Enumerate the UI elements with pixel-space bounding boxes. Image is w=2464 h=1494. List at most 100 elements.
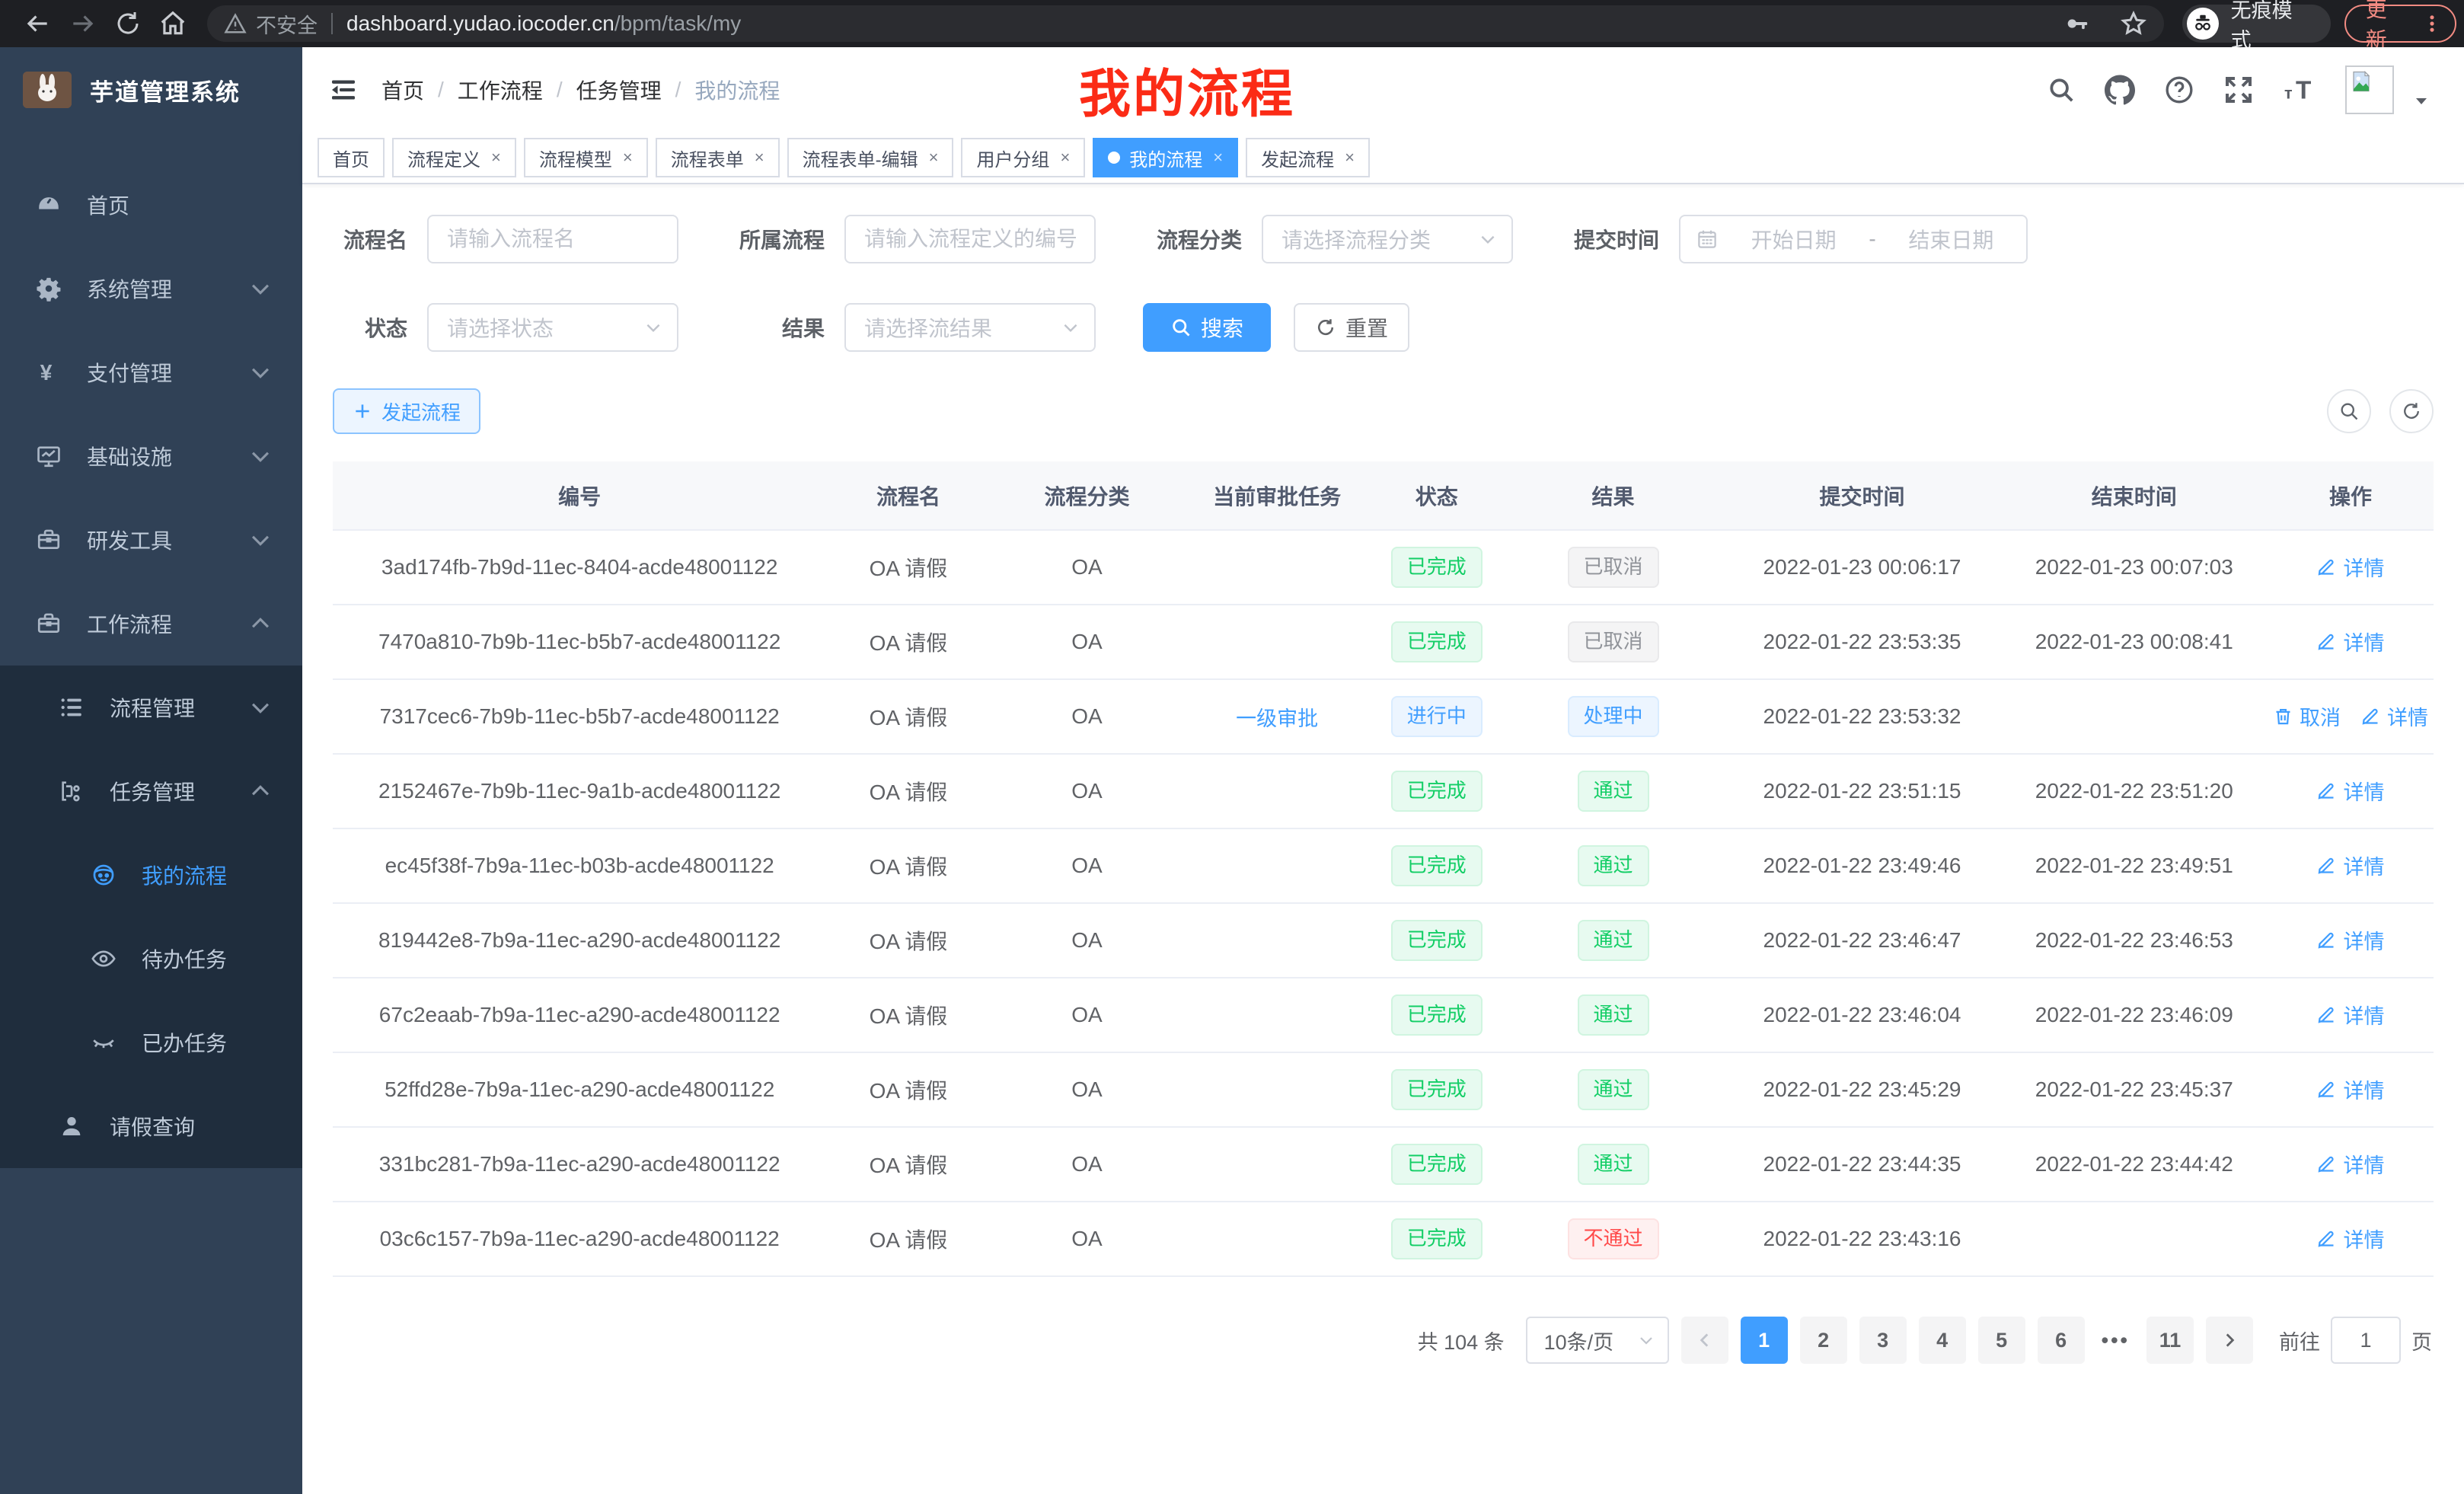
page-button-1[interactable]: 1 <box>1740 1317 1788 1364</box>
sidebar-item-label: 已办任务 <box>142 1032 228 1055</box>
detail-link[interactable]: 详情 <box>2316 1149 2384 1179</box>
tab-4[interactable]: 流程表单-编辑 × <box>787 138 954 177</box>
hamburger-icon[interactable] <box>328 75 359 105</box>
breadcrumb-item[interactable]: 工作流程 <box>457 79 543 103</box>
page-button-3[interactable]: 3 <box>1859 1317 1907 1364</box>
detail-link[interactable]: 详情 <box>2316 1074 2384 1104</box>
forward-icon[interactable] <box>69 9 97 38</box>
sidebar-item-10[interactable]: 已办任务 <box>0 1001 302 1084</box>
help-icon[interactable] <box>2164 75 2194 105</box>
page-size-select[interactable]: 10条/页 <box>1525 1317 1669 1364</box>
breadcrumb-item[interactable]: 任务管理 <box>576 79 662 103</box>
address-bar[interactable]: 不安全 dashboard.yudao.iocoder.cn/bpm/task/… <box>207 5 2164 42</box>
status-badge: 已完成 <box>1390 845 1483 886</box>
sidebar-item-label: 任务管理 <box>110 781 196 804</box>
detail-link[interactable]: 详情 <box>2316 851 2384 880</box>
sidebar-item-0[interactable]: 首页 <box>0 163 302 247</box>
page-button-4[interactable]: 4 <box>1918 1317 1966 1364</box>
sidebar-item-8[interactable]: 我的流程 <box>0 833 302 917</box>
tab-0[interactable]: 首页 <box>318 138 385 177</box>
cell-end-time: 2022-01-22 23:46:53 <box>2000 903 2268 978</box>
close-icon[interactable]: × <box>491 148 501 167</box>
close-icon[interactable]: × <box>1060 148 1071 167</box>
task-link[interactable]: 一级审批 <box>1236 707 1319 730</box>
security-warning[interactable]: 不安全 <box>224 9 318 39</box>
detail-link[interactable]: 详情 <box>2316 1000 2384 1030</box>
detail-link[interactable]: 详情 <box>2316 1224 2384 1253</box>
home-icon[interactable] <box>158 9 187 38</box>
breadcrumb-item[interactable]: 首页 <box>381 79 425 103</box>
back-icon[interactable] <box>23 9 52 38</box>
tab-7[interactable]: 发起流程 × <box>1246 138 1371 177</box>
sidebar-item-2[interactable]: ¥ 支付管理 <box>0 330 302 414</box>
prev-page-button[interactable] <box>1680 1317 1728 1364</box>
cancel-link[interactable]: 取消 <box>2273 701 2341 731</box>
page-button-11[interactable]: 11 <box>2146 1317 2194 1364</box>
avatar-broken-image[interactable] <box>2345 65 2394 114</box>
process-name-input[interactable] <box>427 215 678 263</box>
page-button-5[interactable]: 5 <box>1977 1317 2025 1364</box>
tab-3[interactable]: 流程表单 × <box>655 138 780 177</box>
sidebar-item-label: 请假查询 <box>110 1116 196 1139</box>
detail-link[interactable]: 详情 <box>2360 701 2428 731</box>
date-range-picker[interactable]: 开始日期 - 结束日期 <box>1679 215 2028 263</box>
menu-dots-icon[interactable] <box>2421 13 2443 34</box>
detail-link[interactable]: 详情 <box>2316 925 2384 955</box>
detail-link[interactable]: 详情 <box>2316 776 2384 806</box>
sidebar-item-1[interactable]: 系统管理 <box>0 247 302 330</box>
close-icon[interactable]: × <box>754 148 764 167</box>
reload-icon[interactable] <box>114 10 142 37</box>
update-button[interactable]: 更新 <box>2344 0 2456 52</box>
tab-2[interactable]: 流程模型 × <box>523 138 648 177</box>
status-select[interactable]: 请选择状态 <box>427 303 678 352</box>
page-button-6[interactable]: 6 <box>2037 1317 2085 1364</box>
table-header-row: 编号 流程名 流程分类 当前审批任务 状态 结果 提交时间 结束时间 操作 <box>333 461 2434 530</box>
sidebar-item-7[interactable]: 任务管理 <box>0 749 302 833</box>
star-icon[interactable] <box>2120 10 2147 37</box>
logo[interactable]: 芋道管理系统 <box>0 47 302 132</box>
result-select[interactable]: 请选择流结果 <box>844 303 1096 352</box>
page-button-2[interactable]: 2 <box>1799 1317 1847 1364</box>
reset-button[interactable]: 重置 <box>1294 303 1410 352</box>
tab-6[interactable]: 我的流程 × <box>1093 138 1239 177</box>
close-icon[interactable]: × <box>1213 148 1224 167</box>
next-page-button[interactable] <box>2206 1317 2253 1364</box>
table-toolbar: 发起流程 <box>333 388 2434 434</box>
close-icon[interactable]: × <box>928 148 939 167</box>
fullscreen-icon[interactable] <box>2223 75 2254 105</box>
create-process-button[interactable]: 发起流程 <box>333 388 481 434</box>
sidebar-item-3[interactable]: 基础设施 <box>0 414 302 498</box>
process-definition-input[interactable] <box>844 215 1096 263</box>
close-icon[interactable]: × <box>622 148 633 167</box>
table-row: 7470a810-7b9b-11ec-b5b7-acde48001122 OA 请… <box>333 605 2434 680</box>
cell-category: OA <box>990 978 1184 1053</box>
cell-submit-time: 2022-01-22 23:43:16 <box>1723 1202 2001 1277</box>
cell-end-time: 2022-01-22 23:44:42 <box>2000 1127 2268 1202</box>
detail-link[interactable]: 详情 <box>2316 627 2384 656</box>
sidebar-item-11[interactable]: 请假查询 <box>0 1084 302 1168</box>
key-icon[interactable] <box>2063 11 2089 37</box>
sidebar-item-6[interactable]: 流程管理 <box>0 666 302 749</box>
sidebar-item-9[interactable]: 待办任务 <box>0 917 302 1001</box>
github-icon[interactable] <box>2105 75 2135 105</box>
sidebar-item-4[interactable]: 研发工具 <box>0 498 302 582</box>
show-search-button[interactable] <box>2327 389 2371 433</box>
tab-5[interactable]: 用户分组 × <box>961 138 1086 177</box>
refresh-table-button[interactable] <box>2389 389 2434 433</box>
tab-1[interactable]: 流程定义 × <box>392 138 516 177</box>
search-button[interactable]: 搜索 <box>1143 303 1272 352</box>
category-select[interactable]: 请选择流程分类 <box>1262 215 1513 263</box>
cell-category: OA <box>990 605 1184 680</box>
tab-label: 首页 <box>333 149 369 171</box>
cell-end-time: 2022-01-22 23:49:51 <box>2000 828 2268 904</box>
sidebar-item-5[interactable]: 工作流程 <box>0 582 302 666</box>
sidebar-item-label: 待办任务 <box>142 948 228 972</box>
detail-link[interactable]: 详情 <box>2316 552 2384 582</box>
table-row: 819442e8-7b9a-11ec-a290-acde48001122 OA 请… <box>333 903 2434 978</box>
close-icon[interactable]: × <box>1345 148 1355 167</box>
more-pages-icon[interactable]: ••• <box>2101 1328 2130 1352</box>
search-icon[interactable] <box>2047 75 2076 104</box>
goto-page-input[interactable] <box>2331 1317 2401 1364</box>
caret-down-icon[interactable] <box>2412 91 2430 110</box>
